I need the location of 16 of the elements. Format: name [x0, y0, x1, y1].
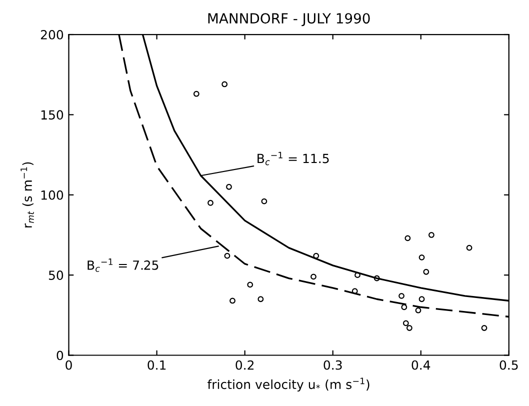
- x-axis-title: friction velocity u$_{*}$ (m s$^{−1}$): [207, 378, 370, 392]
- x-tick-label: 0.2: [236, 360, 254, 370]
- y-tick-label: 100: [41, 190, 64, 200]
- y-tick-label: 50: [48, 270, 64, 280]
- chart-title: MANNDORF - JULY 1990: [208, 13, 370, 26]
- x-tick-label: 0.5: [500, 360, 518, 370]
- y-tick-label: 0: [56, 350, 64, 360]
- y-tick-label: 150: [41, 110, 64, 120]
- x-tick-label: 0.1: [148, 360, 166, 370]
- annotation: B$_{c}$$^{−1}$ = 11.5: [258, 152, 329, 166]
- x-tick-label: 0: [66, 360, 72, 370]
- y-tick-label: 200: [40, 30, 64, 40]
- x-tick-label: 0.4: [412, 360, 430, 370]
- annotation: B$_{c}$$^{−1}$ = 7.25: [88, 258, 158, 272]
- y-axis-title: r$_{mt}$ (s m$^{−1}$): [20, 162, 34, 228]
- x-tick-label: 0.3: [324, 360, 342, 370]
